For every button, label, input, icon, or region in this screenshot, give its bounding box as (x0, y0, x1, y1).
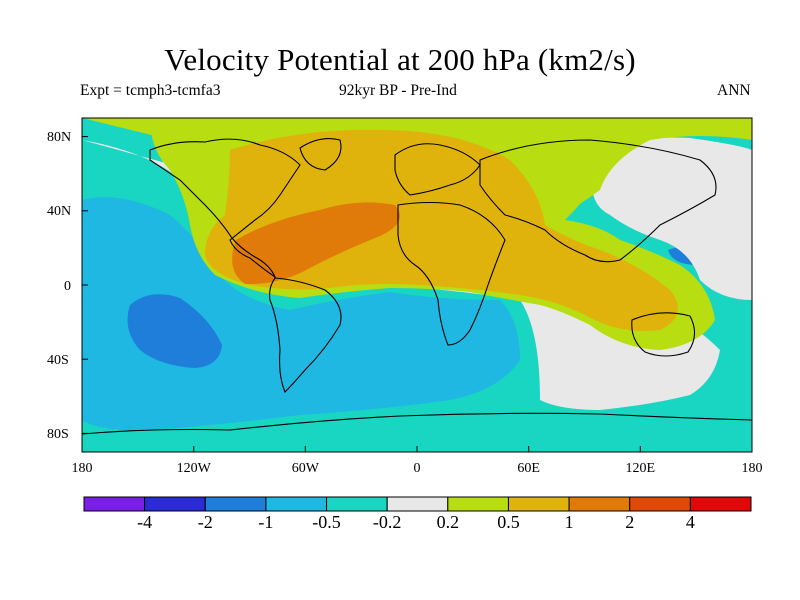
season-label: ANN (717, 82, 751, 99)
coastline-antarctica (82, 412, 752, 435)
experiment-label: Expt = tcmph3-tcmfa3 (80, 82, 221, 99)
field-region-neg-lightblue-2 (82, 246, 164, 302)
colorbar-label: -0.5 (312, 512, 341, 532)
coastline-europe (394, 143, 481, 196)
period-label: 92kyr BP - Pre-Ind (339, 82, 457, 99)
y-tick-label-40s: 40S (47, 353, 69, 368)
coastline-africa (397, 201, 506, 346)
coastline-australia (631, 312, 696, 357)
coastline-south-america (269, 277, 342, 393)
colorbar-label: 0.5 (497, 512, 520, 532)
x-tick-label-60e: 60E (517, 461, 540, 476)
axis-ticks (81, 136, 753, 452)
y-tick-label-0: 0 (64, 279, 71, 294)
colorbar-label: 1 (565, 512, 574, 532)
colorbar-swatch (83, 496, 146, 512)
coastline-north-america (149, 138, 301, 279)
field-region-pos-orange (232, 202, 400, 285)
colorbar-swatch (326, 496, 388, 512)
coastline-greenland (299, 138, 342, 171)
x-tick-label-60w: 60W (292, 461, 320, 476)
colorbar-label: 2 (625, 512, 634, 532)
coastlines (82, 138, 752, 435)
colorbar-label: 0.2 (437, 512, 460, 532)
colorbar-label: -4 (137, 512, 152, 532)
x-tick-label-180e: 180 (742, 461, 763, 476)
x-tick-label-180w: 180 (72, 461, 93, 476)
colorbar-swatch (447, 496, 509, 512)
colorbar-swatch (204, 496, 267, 512)
colorbar-label: -2 (198, 512, 213, 532)
velocity-potential-field (82, 118, 752, 452)
y-tick-label-80n: 80N (47, 130, 71, 145)
y-tick-label-40n: 40N (47, 204, 71, 219)
field-region-neg-lightblue (82, 197, 520, 431)
y-tick-label-80s: 80S (47, 427, 69, 442)
colorbar-swatch (689, 496, 752, 512)
colorbar-swatch (265, 496, 328, 512)
colorbar-label: -1 (258, 512, 273, 532)
colorbar-label: 4 (686, 512, 695, 532)
colorbar: -4 -2 -1 -0.5 -0.2 0.2 0.5 1 2 4 (83, 496, 752, 532)
field-region-neg-blue (127, 294, 222, 368)
x-tick-label-120e: 120E (626, 461, 656, 476)
x-tick-label-0: 0 (414, 461, 421, 476)
colorbar-swatch (629, 496, 691, 512)
map-title: Velocity Potential at 200 hPa (km2/s) (164, 42, 636, 77)
coastline-asia (479, 139, 717, 263)
colorbar-swatch (568, 496, 631, 512)
colorbar-swatch (144, 496, 206, 512)
field-region-pos-orange-yellow (205, 129, 678, 331)
x-tick-label-120w: 120W (177, 461, 212, 476)
colorbar-swatch (507, 496, 570, 512)
colorbar-swatch (386, 496, 449, 512)
colorbar-label: -0.2 (373, 512, 402, 532)
